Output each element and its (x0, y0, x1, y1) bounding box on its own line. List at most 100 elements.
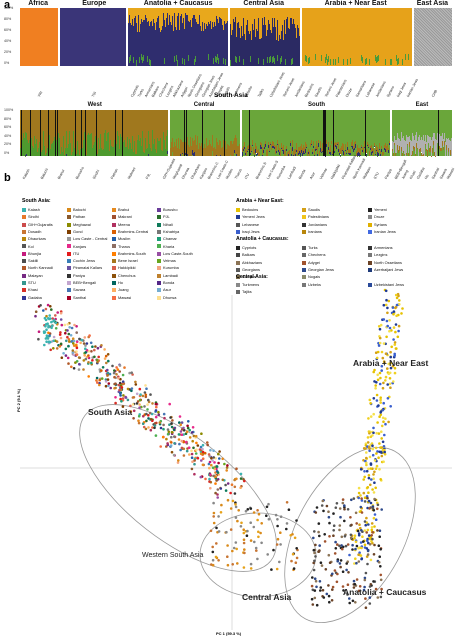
data-point (151, 402, 154, 405)
legend-label: Low Caste - Central (73, 236, 108, 242)
data-point (370, 478, 373, 481)
ytick: 60% (4, 28, 12, 32)
ancestry-bar (414, 139, 415, 148)
ancestry-bar (172, 8, 173, 16)
ancestry-bar (175, 8, 176, 27)
data-point (246, 529, 249, 533)
ancestry-bar (350, 155, 351, 156)
data-point (373, 481, 376, 485)
data-point (357, 486, 361, 490)
data-point (256, 509, 259, 512)
ancestry-bar (354, 110, 355, 142)
ancestry-bar (422, 139, 423, 156)
ancestry-bar (204, 8, 205, 23)
data-point (132, 409, 136, 413)
region-label-south-asia: South Asia (88, 407, 133, 417)
legend-label: Kol (28, 243, 34, 249)
data-point (371, 506, 375, 510)
ancestry-bar (427, 135, 428, 151)
ancestry-bar (184, 8, 185, 29)
ancestry-bar (270, 8, 271, 31)
ancestry-bar (396, 110, 397, 140)
data-point (154, 434, 158, 437)
data-point (200, 432, 203, 436)
data-point (77, 368, 81, 371)
data-point (217, 530, 221, 533)
ancestry-bar (321, 153, 322, 156)
legend-item: Kumyks (236, 274, 256, 279)
ancestry-bar (138, 110, 139, 136)
data-point (178, 421, 181, 424)
data-point (199, 475, 203, 479)
ancestry-bar (273, 8, 274, 28)
ancestry-bar (441, 148, 442, 151)
data-point (360, 557, 363, 561)
legend-label: Khasi (28, 287, 38, 293)
data-point (366, 553, 370, 556)
ancestry-bar (76, 110, 77, 155)
data-point (233, 485, 237, 489)
data-point (353, 534, 357, 537)
data-point (378, 535, 382, 538)
data-point (374, 387, 377, 390)
data-point (210, 457, 213, 460)
data-point (66, 329, 69, 332)
data-point (67, 344, 70, 348)
data-point (362, 478, 366, 481)
data-point (235, 467, 238, 471)
data-point (387, 299, 391, 303)
ancestry-bar (412, 110, 413, 134)
ancestry-bar (364, 147, 365, 149)
ytick: 20% (4, 142, 12, 147)
legend-label: Palestinians (308, 214, 329, 220)
ancestry-bar (277, 110, 278, 141)
data-point (279, 515, 283, 518)
ancestry-bar (444, 140, 445, 145)
ancestry-bar (257, 152, 258, 156)
ancestry-bar (31, 138, 32, 156)
ancestry-bar (290, 110, 291, 141)
data-point (106, 353, 110, 356)
data-point (70, 365, 73, 369)
ancestry-bar (295, 8, 296, 28)
ancestry-bar (420, 140, 421, 149)
data-point (257, 512, 261, 516)
data-point (377, 561, 381, 564)
data-point (392, 380, 395, 383)
data-point (206, 441, 209, 444)
ancestry-bar (326, 143, 327, 147)
ancestry-bar (217, 110, 218, 142)
data-point (367, 467, 370, 471)
data-point (370, 526, 374, 529)
ancestry-bar (256, 153, 257, 156)
data-point (106, 378, 110, 381)
ancestry-bar (259, 110, 260, 152)
data-point (179, 448, 182, 452)
data-point (209, 486, 212, 490)
data-point (375, 431, 379, 435)
data-point (224, 483, 227, 487)
ancestry-bar-green (378, 55, 379, 62)
data-point (357, 533, 361, 537)
legend-item: Saudis (302, 207, 320, 212)
data-point (353, 582, 357, 586)
legend-item: Georgians (236, 267, 260, 272)
data-point (390, 345, 394, 349)
ancestry-bar (74, 148, 75, 156)
ancestry-bar (210, 110, 211, 145)
data-point (98, 383, 101, 387)
ancestry-bar (314, 154, 315, 156)
ancestry-bar (336, 145, 337, 149)
ancestry-bar (265, 147, 266, 156)
data-point (367, 476, 371, 480)
ancestry-bar (254, 154, 255, 156)
ancestry-bar (356, 15, 357, 66)
ancestry-bar (263, 147, 264, 151)
ancestry-bar (359, 110, 360, 149)
legend-item: Meghawal (67, 222, 91, 227)
data-point (144, 393, 148, 397)
data-point (114, 382, 117, 386)
ancestry-bar (73, 130, 74, 156)
ancestry-bar (406, 135, 407, 154)
ancestry-bar-green (194, 58, 195, 65)
